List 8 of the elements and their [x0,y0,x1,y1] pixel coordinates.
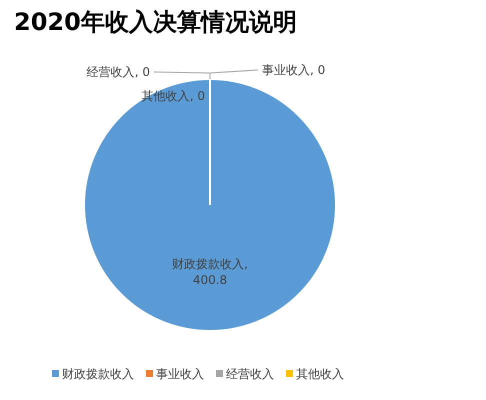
legend-label: 财政拨款收入 [62,367,134,381]
text: 经营收入, 0 [86,65,150,79]
text: 事业收入, 0 [262,63,326,77]
legend-label: 经营收入 [226,367,274,381]
chart-title: 2020年收入决算情况说明 [14,8,297,36]
data-label: 财政拨款收入, 400.8 [172,257,248,287]
legend-label: 其他收入 [296,367,344,381]
legend-label: 事业收入 [156,367,204,381]
